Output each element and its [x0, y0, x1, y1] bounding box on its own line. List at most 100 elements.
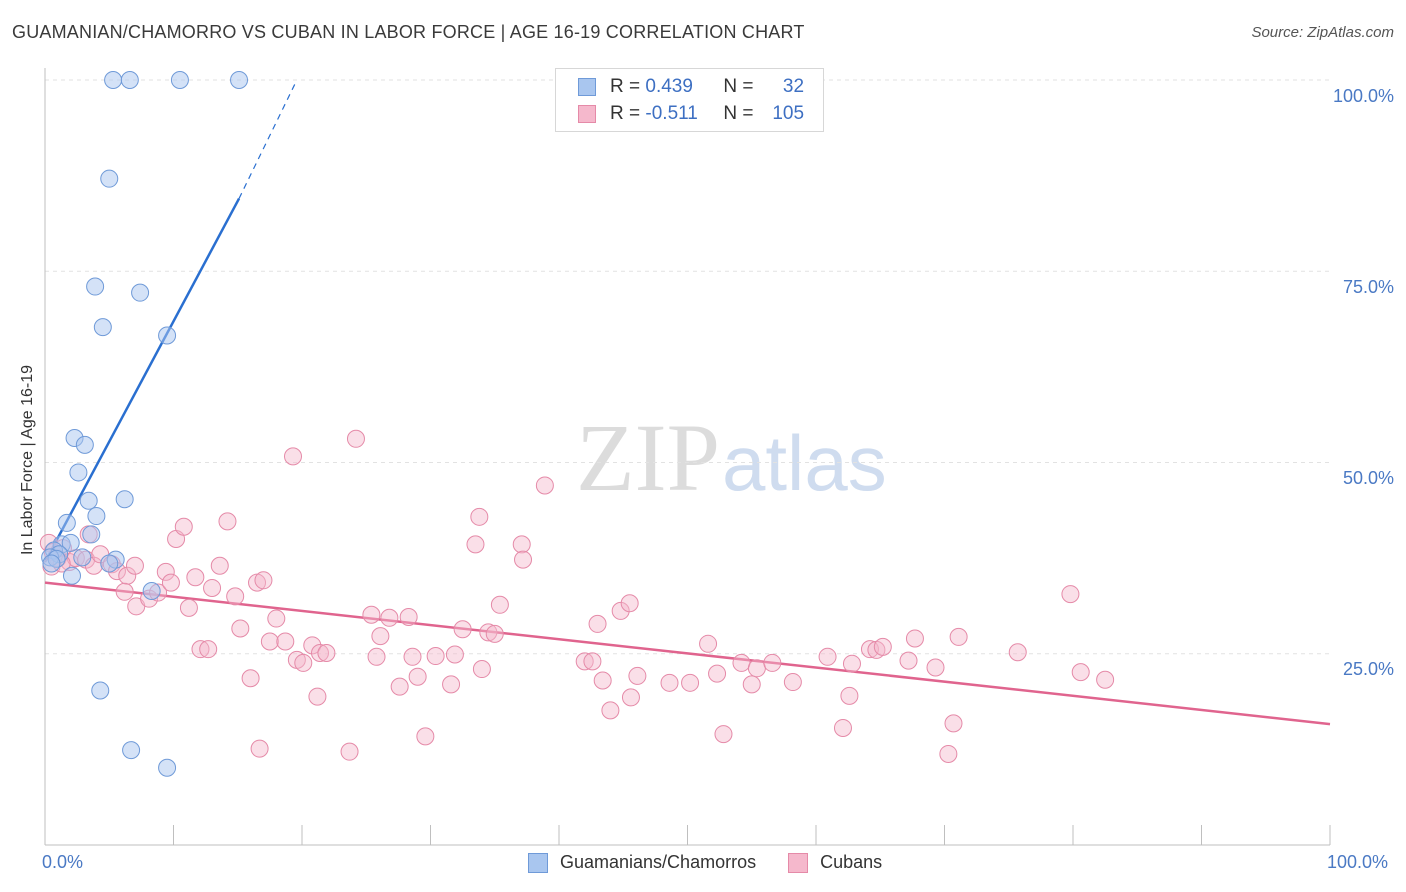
- data-point-cubans: [161, 573, 180, 592]
- data-point-cubans: [732, 653, 751, 672]
- data-point-cubans: [340, 742, 359, 761]
- data-point-cubans: [267, 609, 286, 628]
- legend-r-value: 0.439: [645, 76, 693, 97]
- trend-line-guamanians: [43, 197, 241, 563]
- data-point-cubans: [254, 571, 273, 590]
- data-point-cubans: [620, 594, 639, 613]
- legend-row-cubans: R = -0.511 N = 105: [578, 102, 804, 126]
- data-point-cubans: [310, 643, 329, 662]
- data-point-guamanians: [73, 548, 92, 567]
- data-point-cubans: [156, 562, 175, 581]
- chart-title: GUAMANIAN/CHAMORRO VS CUBAN IN LABOR FOR…: [12, 22, 805, 42]
- data-point-cubans: [621, 688, 640, 707]
- legend-swatch-cubans: [788, 852, 809, 873]
- data-point-guamanians: [42, 554, 61, 573]
- data-point-cubans: [416, 727, 435, 746]
- data-point-guamanians: [75, 435, 94, 454]
- data-point-cubans: [601, 701, 620, 720]
- data-point-cubans: [276, 632, 295, 651]
- data-point-cubans: [1071, 663, 1090, 682]
- x-tick-label-0: 0.0%: [42, 852, 84, 872]
- data-point-cubans: [660, 673, 679, 692]
- legend-item-guamanians: Guamanians/Chamorros: [528, 852, 756, 873]
- y-tick-label-100: 100.0%: [1332, 86, 1394, 106]
- trend-line-cubans: [44, 581, 1331, 726]
- legend-n-value: 105: [772, 103, 805, 124]
- data-point-cubans: [125, 556, 144, 575]
- data-point-cubans: [708, 664, 727, 683]
- data-point-cubans: [842, 654, 861, 673]
- data-point-cubans: [426, 647, 445, 666]
- data-point-cubans: [1061, 585, 1080, 604]
- data-point-cubans: [583, 652, 602, 671]
- data-point-cubans: [231, 619, 250, 638]
- data-point-cubans: [818, 647, 837, 666]
- data-point-cubans: [611, 601, 630, 620]
- data-point-cubans: [472, 660, 491, 679]
- legend-item-cubans: Cubans: [788, 852, 882, 873]
- data-point-cubans: [926, 658, 945, 677]
- legend-r-label: R =: [610, 76, 641, 97]
- data-point-guamanians: [120, 71, 139, 89]
- data-point-cubans: [747, 659, 766, 678]
- data-point-cubans: [380, 608, 399, 627]
- data-point-guamanians: [61, 533, 80, 552]
- data-point-cubans: [833, 718, 852, 737]
- data-point-guamanians: [69, 463, 88, 482]
- data-point-cubans: [294, 653, 313, 672]
- data-point-guamanians: [91, 681, 110, 700]
- data-point-cubans: [367, 647, 386, 666]
- data-point-cubans: [403, 647, 422, 666]
- data-point-cubans: [944, 714, 963, 733]
- legend-r-label: R =: [610, 103, 641, 124]
- data-point-cubans: [873, 637, 892, 656]
- data-point-guamanians: [131, 283, 150, 302]
- legend-n-label: N =: [723, 76, 754, 97]
- data-point-guamanians: [104, 71, 123, 89]
- data-point-cubans: [681, 673, 700, 692]
- data-point-guamanians: [230, 71, 249, 89]
- legend-swatch-pink: [578, 105, 596, 123]
- data-point-cubans: [115, 582, 134, 601]
- data-point-guamanians: [158, 758, 177, 777]
- data-point-cubans: [763, 653, 782, 672]
- data-point-cubans: [308, 687, 327, 706]
- y-tick-label-25: 25.0%: [1342, 659, 1394, 679]
- data-point-cubans: [250, 739, 269, 758]
- data-point-guamanians: [142, 582, 161, 601]
- data-point-cubans: [1008, 643, 1027, 662]
- y-tick-label-75: 75.0%: [1342, 277, 1394, 297]
- data-point-cubans: [593, 671, 612, 690]
- data-point-cubans: [371, 627, 390, 646]
- data-point-guamanians: [62, 566, 81, 585]
- data-point-cubans: [179, 598, 198, 617]
- data-point-cubans: [445, 645, 464, 664]
- series-legend: Guamanians/Chamorros Cubans: [528, 852, 914, 873]
- data-point-cubans: [479, 623, 498, 642]
- data-point-cubans: [514, 550, 533, 569]
- data-point-cubans: [303, 636, 322, 655]
- data-point-cubans: [840, 686, 859, 705]
- data-point-cubans: [939, 744, 958, 763]
- data-point-cubans: [512, 535, 531, 554]
- data-point-cubans: [485, 624, 504, 643]
- data-point-cubans: [241, 669, 260, 688]
- data-point-guamanians: [93, 318, 112, 337]
- data-point-cubans: [284, 447, 303, 466]
- data-point-cubans: [442, 675, 461, 694]
- data-point-cubans: [628, 666, 647, 685]
- data-point-cubans: [466, 535, 485, 554]
- data-point-cubans: [346, 429, 365, 448]
- data-point-cubans: [575, 652, 594, 671]
- data-point-cubans: [535, 476, 554, 495]
- data-point-guamanians: [82, 525, 101, 544]
- data-point-cubans: [203, 578, 222, 597]
- data-point-cubans: [1096, 670, 1115, 689]
- data-point-cubans: [453, 620, 472, 639]
- data-point-cubans: [118, 566, 137, 585]
- data-point-cubans: [408, 667, 427, 686]
- y-tick-label-50: 50.0%: [1342, 468, 1394, 488]
- data-point-cubans: [186, 568, 205, 587]
- data-point-cubans: [226, 587, 245, 606]
- data-point-cubans: [949, 627, 968, 646]
